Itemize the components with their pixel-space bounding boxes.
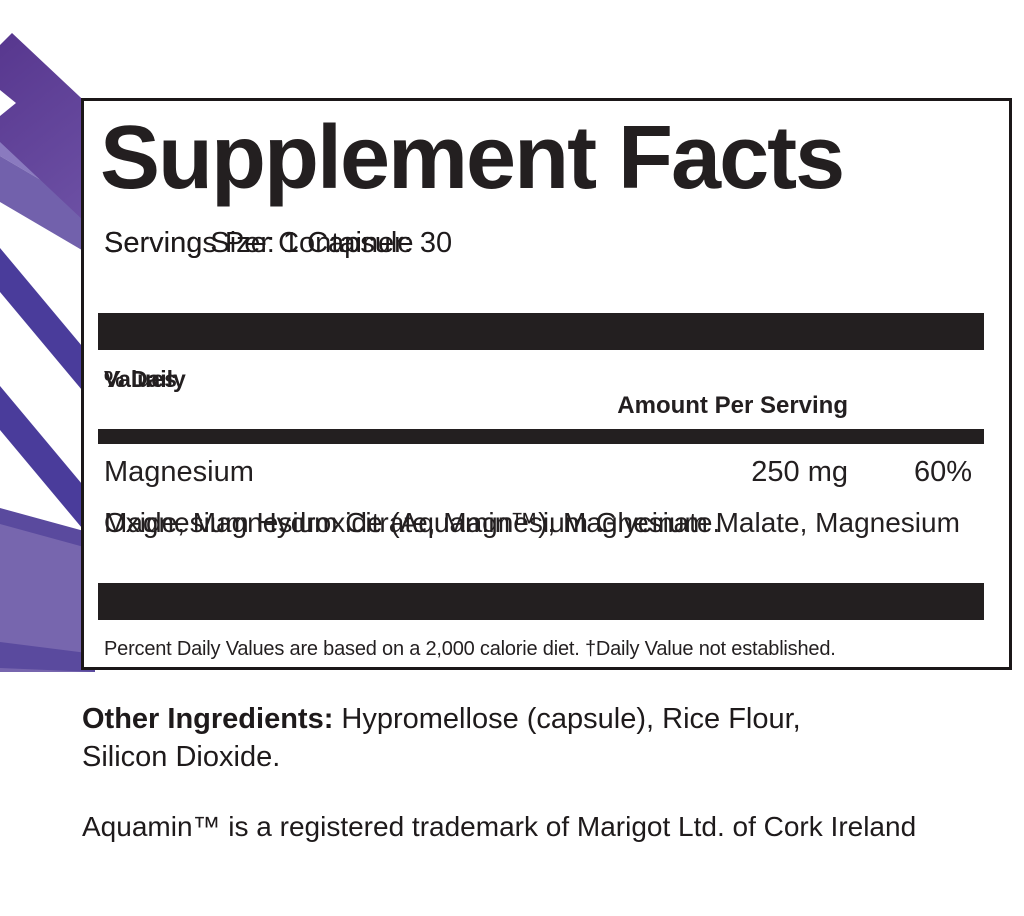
lavender-block-top-edge: [0, 508, 95, 550]
serving-size: Serving Size: 1 Capsule: [104, 227, 414, 259]
other-ingredients: Other Ingredients: Hypromellose (capsule…: [82, 700, 942, 776]
daily-values-header-line2: Values: [104, 366, 177, 392]
nutrient-amount: 250 mg: [751, 456, 848, 488]
lavender-block: [0, 512, 95, 672]
servings-per-container: Servings Per Container: 30: [104, 227, 453, 259]
divider-bar-top: [98, 313, 984, 350]
divider-bar-thin: [98, 429, 984, 444]
indigo-stripe-upper: [0, 248, 92, 402]
ingredient-blend-line1: Magnesium Hydroxide (Aquamin™), Magnesiu…: [104, 507, 960, 538]
daily-values-header-line1: % Daily: [104, 366, 186, 392]
amount-per-serving-header: Amount Per Serving: [617, 392, 848, 419]
other-ingredients-line2: Silicon Dioxide.: [82, 741, 281, 773]
ribbon-white-notch: [0, 90, 16, 116]
trademark-note: Aquamin™ is a registered trademark of Ma…: [82, 811, 917, 842]
nutrient-daily-value: 60%: [913, 456, 972, 488]
lavender-block-bottom-edge: [0, 642, 95, 672]
other-ingredients-text: Hypromellose (capsule), Rice Flour,: [333, 703, 801, 735]
supplement-facts-title: Supplement Facts: [100, 108, 845, 208]
divider-bar-bottom: [98, 583, 984, 620]
ingredient-blend-line2: Oxide, Magnesium Citrate, Magnesium Glyc…: [104, 507, 721, 538]
indigo-stripe-lower: [0, 386, 92, 540]
nutrient-name: Magnesium: [104, 456, 254, 488]
supplement-facts-panel: Supplement Facts Serving Size: 1 Capsule…: [81, 98, 1012, 670]
daily-value-footnote: Percent Daily Values are based on a 2,00…: [104, 638, 836, 660]
other-ingredients-line1: Other Ingredients: Hypromellose (capsule…: [82, 700, 942, 738]
other-ingredients-label: Other Ingredients:: [82, 703, 334, 735]
